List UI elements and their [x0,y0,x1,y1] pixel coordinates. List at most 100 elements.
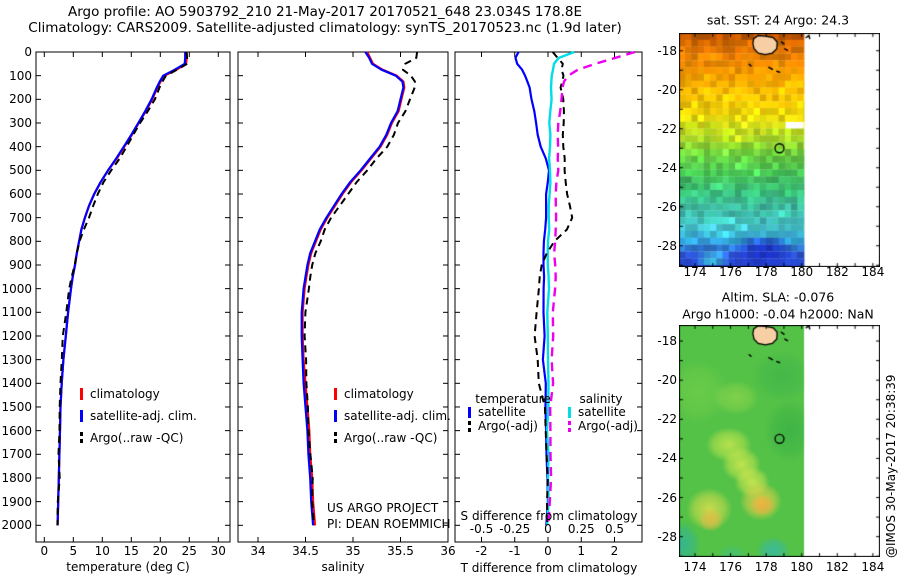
sla-lat-tick-label: -18 [657,334,677,349]
salinity-tick-label: 34 [250,544,266,558]
figure-titles: Argo profile: AO 5903792_210 21-May-2017… [0,4,650,36]
temperature-tick-label: 10 [94,544,110,558]
temperature-tick-label: 5 [69,544,78,558]
depth-tick-label: 1100 [1,305,32,320]
temperature-tick-label: 25 [181,544,197,558]
t-argo-line-icon [468,420,471,432]
sst-lat-tick-label: -22 [657,121,677,136]
sst-lat-tick-label: -28 [657,238,677,253]
sla-lat-tick-label: -28 [657,529,677,544]
legend-argo-raw: Argo(..raw -QC) [344,431,438,445]
s-difference-axis-label: S difference from climatology [460,509,638,523]
sla-lat-tick-label: -22 [657,412,677,427]
legend-argo-raw: Argo(..raw -QC) [90,431,184,445]
temperature-tick-label: 15 [123,544,139,558]
depth-tick-label: 600 [9,186,32,201]
figure-title-line2: Climatology: CARS2009. Satellite-adjuste… [28,20,622,36]
climatology-line-icon [334,388,337,400]
diff-legend-temperature-header: temperature [475,392,551,406]
depth-tick-label: 700 [9,210,32,225]
legend-satellite-clim: satellite-adj. clim. [344,409,451,423]
sst-lat-tick-label: -18 [657,43,677,58]
argo-raw-line-icon [334,432,337,444]
depth-tick-label: 1000 [1,281,32,296]
sla-map-title-line2: Argo h1000: -0.04 h2000: NaN [682,306,874,322]
sst-lon-tick-label: 182 [825,265,849,279]
sst-lat-tick-label: -20 [657,82,677,97]
depth-tick-label: 1900 [1,494,32,509]
diff-legend-s-column: satellite Argo(-adj) [568,405,638,433]
s-diff-tick-label: -0.25 [499,522,531,536]
sla-lon-tick-label: 182 [825,560,849,574]
sst-map-title: sat. SST: 24 Argo: 24.3 [706,12,850,28]
sst-map [679,33,880,267]
sla-lon-tick-label: 174 [683,560,707,574]
legend-climatology: climatology [344,387,414,401]
sla-map-title-line1: Altim. SLA: -0.076 [721,289,835,305]
s-satellite-line-icon [568,406,571,418]
salinity-tick-label: 36 [440,544,456,558]
diff-legend-salinity-header: salinity [579,392,623,406]
depth-tick-label: 0 [24,45,32,59]
depth-tick-label: 2000 [1,518,32,533]
us-argo-project-note: US ARGO PROJECT [327,501,439,515]
sst-lat-tick-label: -24 [657,160,677,175]
salinity-tick-label: 35 [345,544,361,558]
depth-tick-label: 400 [9,139,32,154]
sla-lon-tick-label: 176 [719,560,743,574]
sla-lon-tick-label: 184 [861,560,885,574]
depth-tick-label: 1400 [1,376,32,391]
depth-tick-label: 800 [9,234,32,249]
t-difference-axis-label: T difference from climatology [460,561,638,575]
s-diff-tick-label: 0.5 [604,522,625,536]
temperature-axis-label: temperature (deg C) [66,560,190,574]
depth-tick-label: 200 [9,92,32,107]
depth-tick-label: 1300 [1,352,32,367]
diff-legend-s-satellite: satellite [578,405,626,419]
satellite-clim-line-icon [334,410,337,422]
diff-legend-t-argo: Argo(-adj) [478,419,538,433]
satellite-clim-line-icon [80,410,83,422]
depth-tick-label: 1200 [1,328,32,343]
s-diff-tick-label: -0.5 [469,522,494,536]
figure-title-line1: Argo profile: AO 5903792_210 21-May-2017… [67,4,583,20]
salinity-tick-label: 35.5 [387,544,414,558]
diff-legend-t-column: satellite Argo(-adj) [468,405,538,433]
s-diff-tick-label: 0.25 [567,522,595,536]
sla-lon-tick-label: 180 [790,560,814,574]
depth-tick-label: 500 [9,163,32,178]
climatology-line-icon [80,388,83,400]
s-diff-tick-label: 0 [544,522,552,536]
t-diff-tick-label: -1 [508,544,521,558]
salinity-tick-label: 34.5 [292,544,319,558]
sla-lon-tick-label: 178 [754,560,778,574]
t-diff-tick-label: 2 [610,544,619,558]
depth-tick-label: 900 [9,257,32,272]
t-satellite-line-icon [468,406,471,418]
sst-lon-tick-label: 178 [754,265,778,279]
salinity-legend: climatology satellite-adj. clim. Argo(..… [334,383,451,449]
depth-tick-label: 1500 [1,399,32,414]
temperature-tick-label: 0 [40,544,49,558]
s-argo-line-icon [568,420,571,432]
sst-lat-tick-label: -26 [657,199,677,214]
sst-lon-tick-label: 180 [790,265,814,279]
t-diff-tick-label: -2 [475,544,488,558]
sla-lat-tick-label: -26 [657,490,677,505]
sla-lat-tick-label: -20 [657,373,677,388]
sst-lon-tick-label: 174 [683,265,707,279]
depth-tick-label: 1700 [1,447,32,462]
argo-raw-line-icon [80,432,83,444]
sla-map [679,325,880,557]
depth-tick-label: 1800 [1,470,32,485]
imos-watermark: @IMOS 30-May-2017 20:38:39 [884,374,898,558]
temperature-tick-label: 30 [210,544,226,558]
t-diff-tick-label: 0 [544,544,552,558]
diff-legend-s-argo: Argo(-adj) [578,419,638,433]
t-diff-tick-label: 1 [577,544,586,558]
diff-legend-t-satellite: satellite [478,405,526,419]
sst-lon-tick-label: 176 [719,265,743,279]
temperature-legend: climatology satellite-adj. clim. Argo(..… [80,383,197,449]
legend-climatology: climatology [90,387,160,401]
